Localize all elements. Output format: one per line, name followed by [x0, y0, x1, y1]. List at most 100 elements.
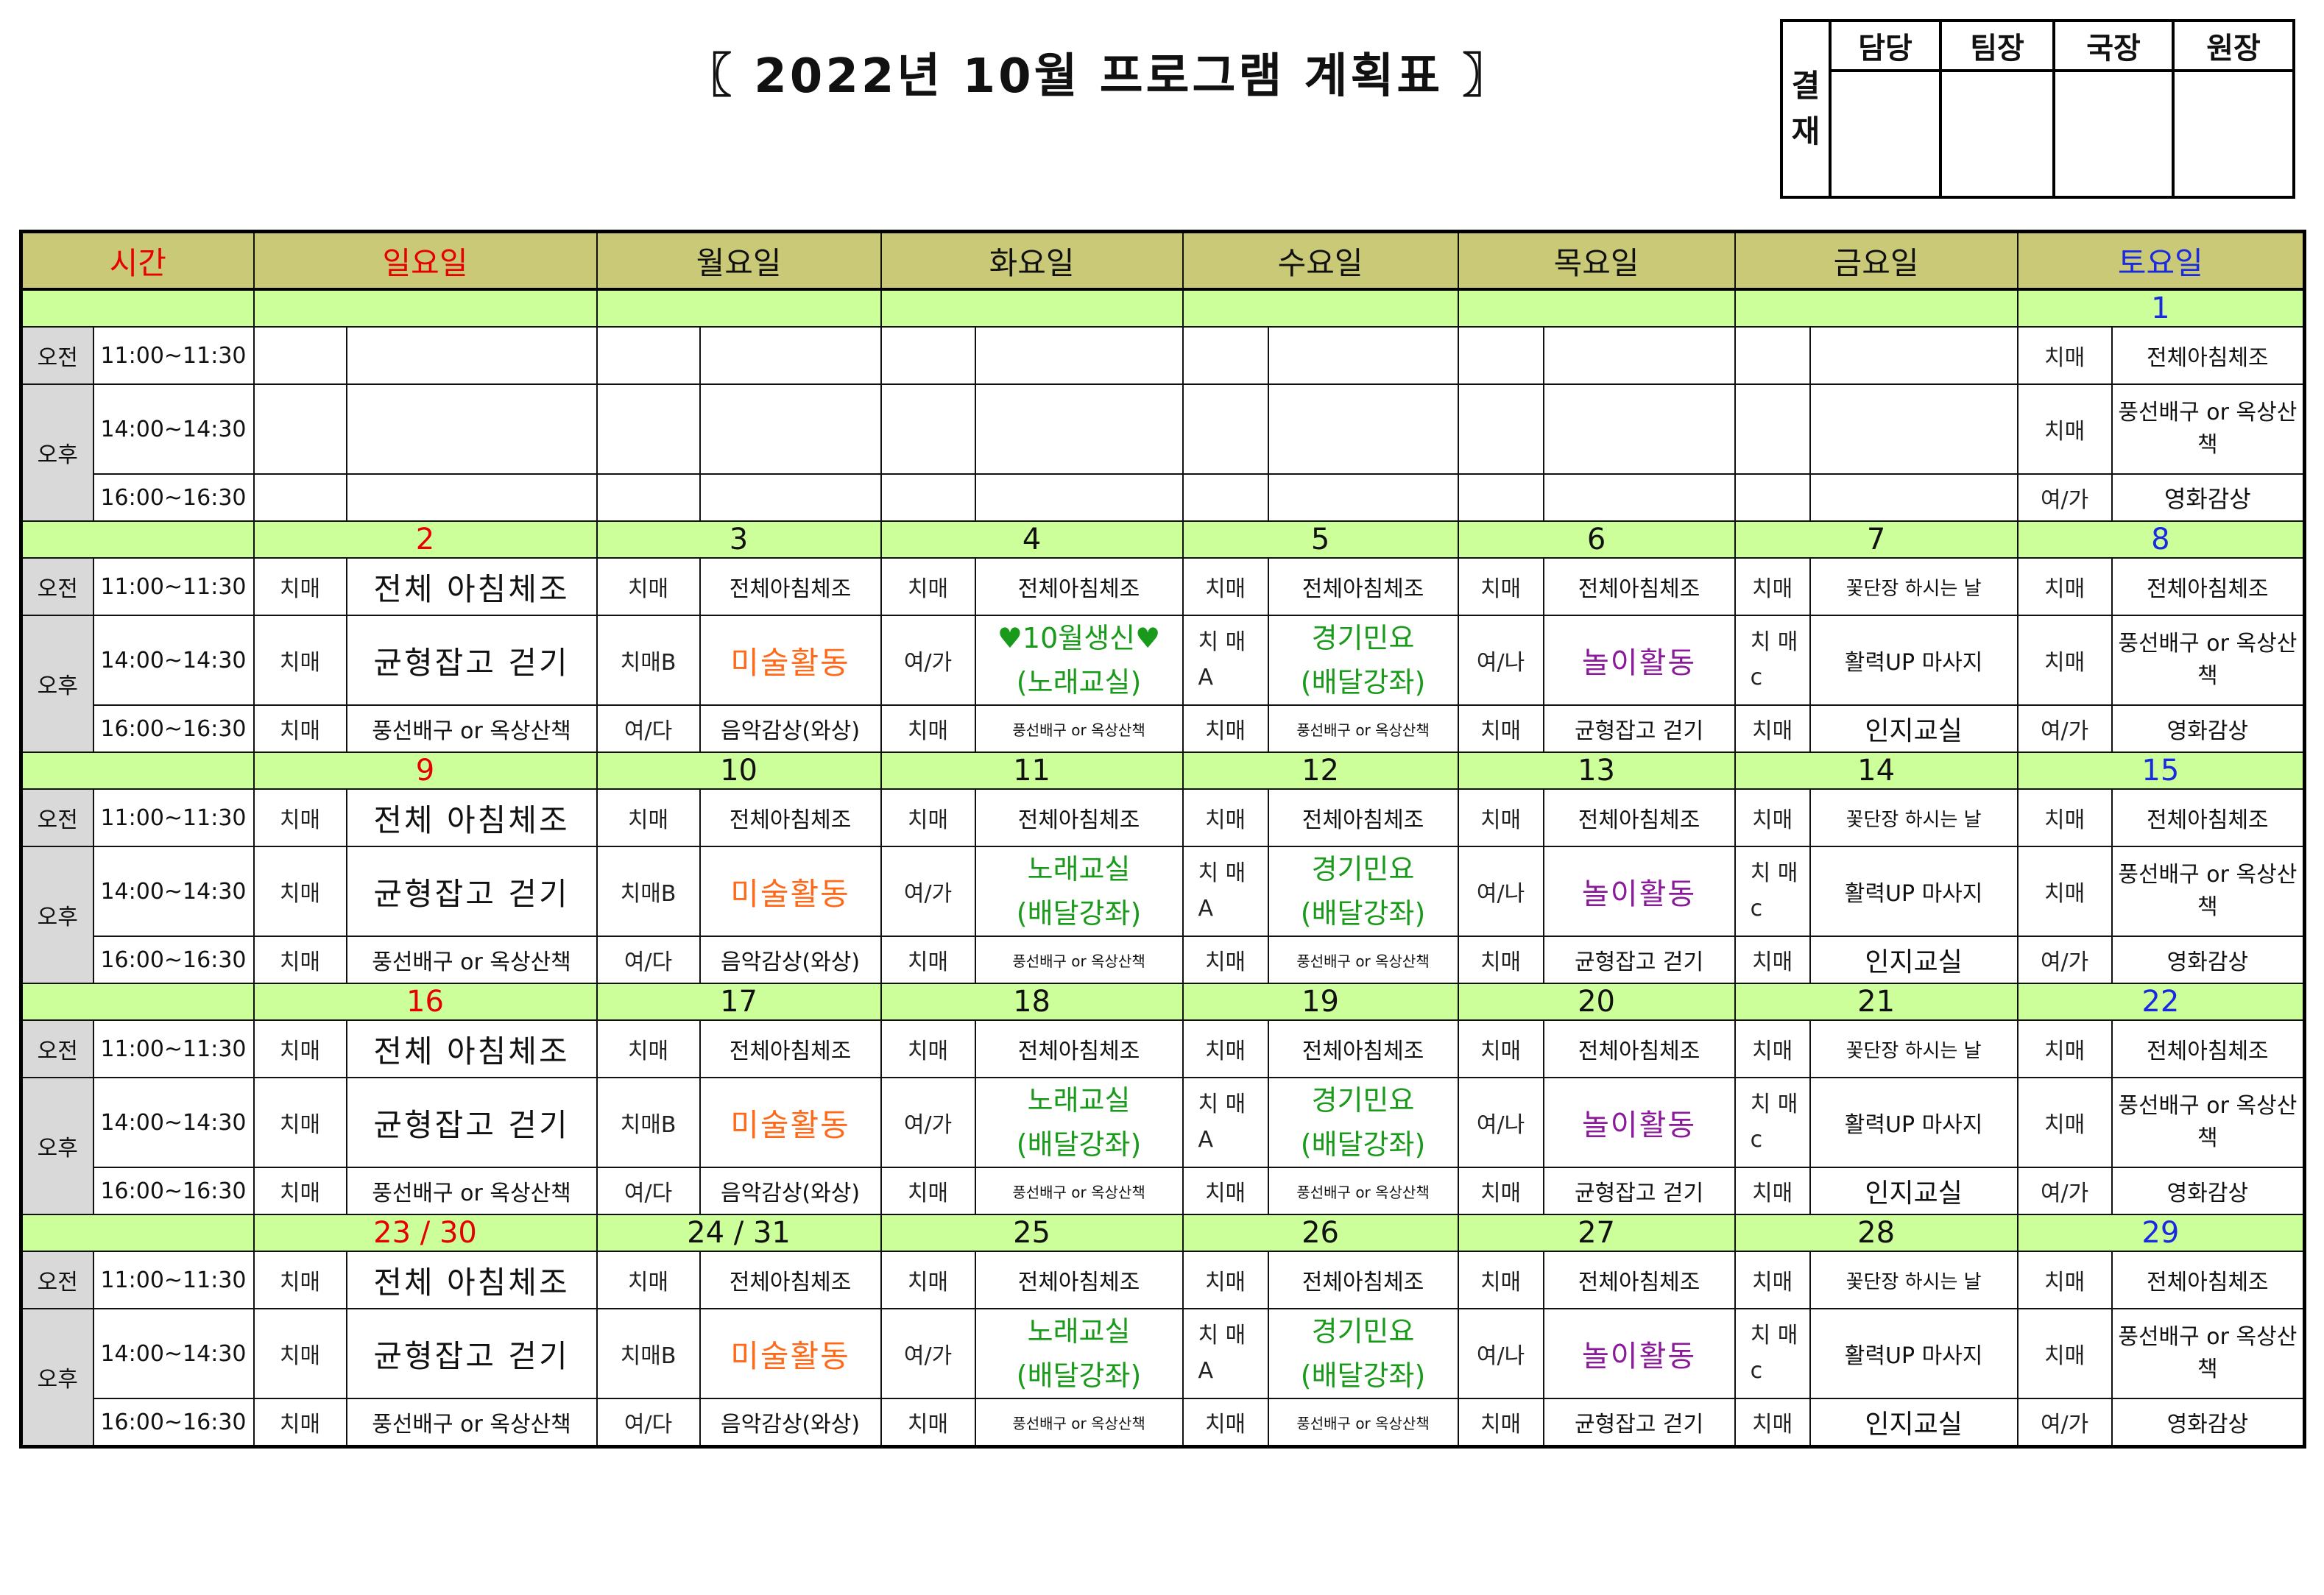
- empty-cell: [1267, 383, 1459, 475]
- period-am: 오전: [20, 557, 94, 616]
- activity: 균형잡고 걷기: [345, 1308, 598, 1399]
- activity: 꽃단장 하시는 날: [1809, 557, 2019, 616]
- group-tag: 치매: [2016, 1251, 2113, 1309]
- time-slot: 16:00~16:30: [92, 473, 255, 522]
- activity: 활력UP 마사지: [1809, 615, 2019, 706]
- schedule-row-pm1: 오후 14:00~14:30 치매 균형잡고 걷기 치매B 미술활동 여/가 ♥10월생신♥(…: [20, 615, 2306, 753]
- activity: 풍선배구 or 옥상산책: [2111, 1308, 2306, 1399]
- group-tag: 치매: [1734, 1398, 1811, 1448]
- group-tag: 치매: [1457, 1251, 1544, 1309]
- date-cell: 26: [1182, 1214, 1459, 1252]
- activity: 미술활동: [699, 615, 882, 706]
- activity: 놀이활동: [1542, 1308, 1736, 1399]
- date-cell-blank: [20, 1214, 255, 1252]
- date-cell: 24 / 31: [596, 1214, 882, 1252]
- activity: 균형잡고 걷기: [345, 615, 598, 706]
- period-pm: 오후: [20, 846, 94, 984]
- activity: 전체아침체조: [699, 557, 882, 616]
- time-slot: 14:00~14:30: [92, 1077, 255, 1168]
- empty-cell: [699, 383, 882, 475]
- period-am: 오전: [20, 1251, 94, 1309]
- approval-signature-cell[interactable]: [1939, 69, 2055, 199]
- activity: 전체아침체조: [1267, 1251, 1459, 1309]
- empty-cell: [252, 473, 347, 522]
- schedule-table: 시간 일요일 월요일 화요일 수요일 목요일 금요일 토요일 1 오전 11:0…: [19, 230, 2307, 1449]
- activity: 전체아침체조: [699, 788, 882, 847]
- activity: 미술활동: [699, 1077, 882, 1168]
- approval-signature-cell[interactable]: [2172, 69, 2295, 199]
- activity-line1: 경기민요: [1311, 622, 1415, 654]
- activity: 풍선배구 or 옥상산책: [974, 704, 1184, 753]
- group-tag: 치매: [1457, 1398, 1544, 1448]
- activity: 전체아침체조: [1267, 788, 1459, 847]
- activity: 풍선배구 or 옥상산책: [2111, 383, 2306, 475]
- group-tag: 여/나: [1457, 846, 1544, 937]
- header-sunday: 일요일: [252, 230, 598, 291]
- header-monday: 월요일: [596, 230, 882, 291]
- date-cell: 11: [880, 751, 1184, 790]
- group-tag: 치 매c: [1734, 1077, 1811, 1168]
- empty-cell: [880, 383, 976, 475]
- group-tag: 치매: [880, 788, 976, 847]
- empty-cell: [345, 326, 598, 385]
- approval-signature-cell[interactable]: [2052, 69, 2175, 199]
- group-tag: 여/가: [2016, 473, 2113, 522]
- approval-role-manager: 담당: [1829, 19, 1942, 72]
- date-cell: 14: [1734, 751, 2019, 790]
- empty-cell: [1809, 326, 2019, 385]
- group-tag: 여/가: [2016, 1167, 2113, 1215]
- schedule-row-pm2: 16:00~16:30 치매 풍선배구 or 옥상산책 여/다 음악감상(와상) 치매 풍선…: [21, 1398, 2306, 1448]
- activity: 전체 아침체조: [345, 1019, 598, 1078]
- date-cell: 6: [1457, 520, 1736, 559]
- date-cell: 8: [2016, 520, 2306, 559]
- date-cell: 28: [1734, 1214, 2019, 1252]
- activity: 전체아침체조: [2111, 788, 2306, 847]
- group-tag: 여/나: [1457, 1308, 1544, 1399]
- empty-cell: [880, 473, 976, 522]
- date-cell: 12: [1182, 751, 1459, 790]
- empty-cell: [1542, 473, 1736, 522]
- period-pm: 오후: [20, 1077, 94, 1215]
- header-tuesday: 화요일: [880, 230, 1184, 291]
- group-tag: 치매: [596, 788, 701, 847]
- group-tag: 치매: [1457, 936, 1544, 984]
- group-tag: 치 매c: [1734, 846, 1811, 937]
- activity: 균형잡고 걷기: [345, 846, 598, 937]
- activity: 전체아침체조: [2111, 326, 2306, 385]
- group-tag: 치매: [252, 936, 347, 984]
- schedule-row-am: 오전 11:00~11:30 치매 전체아침체조: [20, 326, 2306, 385]
- activity: 전체아침체조: [699, 1251, 882, 1309]
- date-cell: 29: [2016, 1214, 2306, 1252]
- date-cell: 5: [1182, 520, 1459, 559]
- date-cell: 22: [2016, 983, 2306, 1021]
- activity-line1: 경기민요: [1311, 853, 1415, 885]
- empty-cell: [1457, 326, 1544, 385]
- approval-signature-cell[interactable]: [1829, 69, 1942, 199]
- time-slot: 16:00~16:30: [92, 1167, 255, 1215]
- header-saturday: 토요일: [2016, 230, 2306, 291]
- group-tag: 치매: [2016, 326, 2113, 385]
- schedule-row-am: 오전 11:00~11:30 치매 전체 아침체조 치매 전체아침체조 치매 전체아침체조 치매…: [20, 557, 2306, 616]
- empty-cell: [1809, 473, 2019, 522]
- activity-line2: (노래교실): [1016, 666, 1142, 699]
- group-tag: 여/나: [1457, 615, 1544, 706]
- date-row: 23 / 30 24 / 31 25 26 27 28 29: [20, 1214, 2306, 1252]
- activity: 풍선배구 or 옥상산책: [2111, 615, 2306, 706]
- group-tag: 치매: [596, 557, 701, 616]
- date-cell: [1457, 289, 1736, 328]
- date-cell: 21: [1734, 983, 2019, 1021]
- group-tag: 치매: [1457, 788, 1544, 847]
- date-row: 9 10 11 12 13 14 15: [20, 751, 2306, 790]
- schedule-row-am: 오전 11:00~11:30 치매 전체 아침체조 치매 전체아침체조 치매 전체아침체조 치매…: [20, 788, 2306, 847]
- group-tag: 여/가: [2016, 704, 2113, 753]
- time-slot: 14:00~14:30: [92, 383, 255, 475]
- group-tag: 여/가: [2016, 1398, 2113, 1448]
- time-slot: 14:00~14:30: [92, 846, 255, 937]
- empty-cell: [596, 326, 701, 385]
- group-tag: 치매B: [596, 846, 701, 937]
- activity: 풍선배구 or 옥상산책: [974, 1167, 1184, 1215]
- date-cell: 10: [596, 751, 882, 790]
- group-tag: 치매: [1182, 1167, 1269, 1215]
- schedule-row-am: 오전 11:00~11:30 치매 전체 아침체조 치매 전체아침체조 치매 전체아침체조 치매…: [20, 1019, 2306, 1078]
- date-cell: 3: [596, 520, 882, 559]
